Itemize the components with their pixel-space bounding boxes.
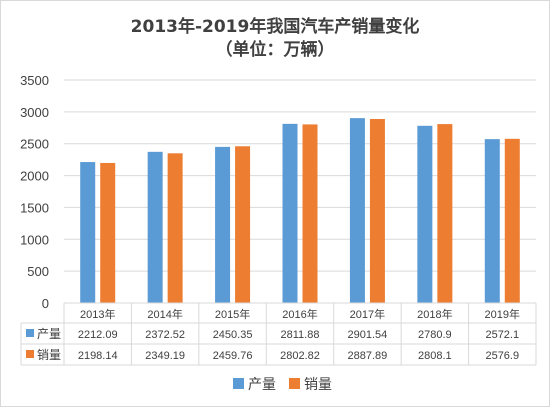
table-legend-key — [26, 350, 34, 358]
legend-swatch — [289, 378, 300, 389]
x-tick-label: 2014年 — [147, 307, 182, 321]
bar-产量-2019年 — [484, 139, 500, 303]
table-cell: 2349.19 — [145, 350, 185, 362]
x-tick-label: 2016年 — [282, 307, 317, 321]
x-tick-label: 2019年 — [485, 307, 520, 321]
bar-销量-2018年 — [437, 124, 453, 303]
bar-产量-2014年 — [147, 151, 163, 303]
bar-销量-2014年 — [167, 153, 183, 303]
table-cell: 2576.9 — [485, 350, 519, 362]
table-row-header: 销量 — [37, 348, 61, 362]
table-cell: 2808.1 — [418, 350, 452, 362]
y-tick-label: 2500 — [20, 137, 49, 152]
chart-subtitle: （单位：万辆） — [216, 39, 335, 60]
table-legend-key — [26, 329, 34, 337]
bar-产量-2013年 — [80, 162, 96, 303]
y-tick-label: 500 — [27, 264, 49, 279]
table-cell: 2887.89 — [348, 350, 388, 362]
bar-销量-2017年 — [369, 119, 385, 303]
table-cell: 2901.54 — [348, 329, 388, 341]
table-cell: 2212.09 — [78, 329, 118, 341]
y-tick-label: 3000 — [20, 105, 49, 120]
y-tick-label: 1000 — [20, 232, 49, 247]
table-cell: 2802.82 — [280, 350, 320, 362]
bar-产量-2016年 — [282, 123, 298, 303]
legend: 产量 销量 — [233, 377, 332, 393]
table-cell: 2459.76 — [213, 350, 253, 362]
x-tick-label: 2013年 — [80, 307, 115, 321]
bar-产量-2018年 — [417, 125, 433, 303]
legend-label: 产量 — [248, 377, 276, 393]
x-tick-label: 2018年 — [417, 307, 452, 321]
bar-产量-2017年 — [349, 118, 365, 303]
bar-产量-2015年 — [215, 146, 231, 303]
x-tick-label: 2017年 — [350, 307, 385, 321]
table-cell: 2372.52 — [145, 329, 185, 341]
bar-销量-2019年 — [504, 138, 520, 303]
table-cell: 2811.88 — [281, 329, 320, 341]
y-tick-label: 1500 — [20, 200, 49, 215]
table-row-header: 产量 — [37, 327, 61, 341]
bars — [80, 118, 520, 304]
bar-销量-2013年 — [100, 162, 116, 303]
bar-销量-2015年 — [235, 146, 251, 303]
table-cell: 2450.35 — [213, 329, 253, 341]
legend-label: 销量 — [304, 377, 332, 393]
chart-title: 2013年-2019年我国汽车产销量变化 — [131, 16, 420, 37]
table-cell: 2572.1 — [485, 329, 519, 341]
legend-swatch — [233, 378, 244, 389]
table-cell: 2780.9 — [418, 329, 452, 341]
grid: 0 500 1000 1500 2000 2500 3000 3500 — [20, 73, 536, 311]
y-tick-label: 2000 — [20, 169, 49, 184]
table-cell: 2198.14 — [78, 350, 118, 362]
y-tick-label: 3500 — [20, 73, 49, 88]
x-tick-label: 2015年 — [215, 307, 250, 321]
y-tick-label: 0 — [42, 296, 49, 311]
bar-销量-2016年 — [302, 124, 318, 304]
